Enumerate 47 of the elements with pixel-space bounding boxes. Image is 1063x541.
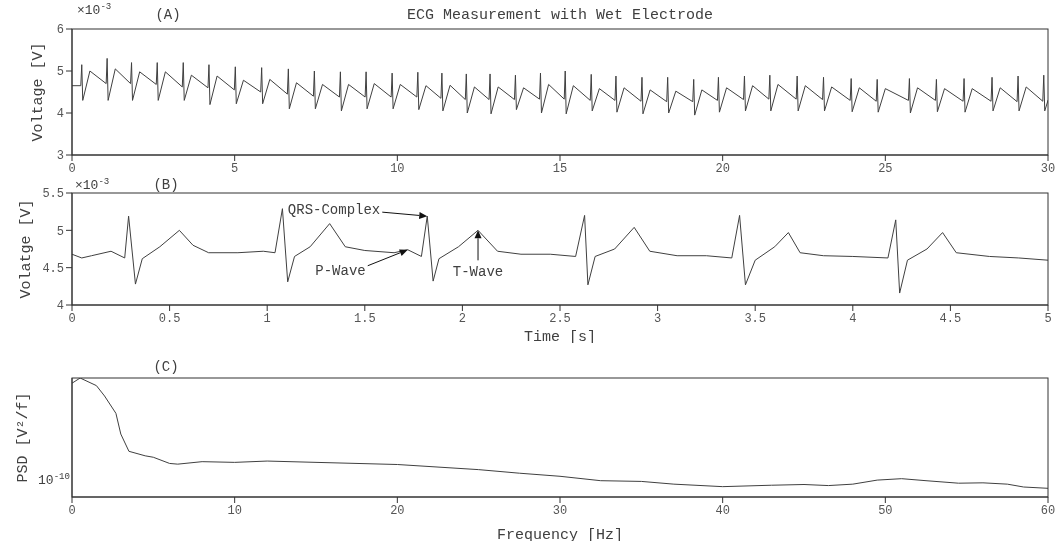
- chart-title: (A): [155, 7, 181, 23]
- y-axis-title: Voltage [V]: [30, 42, 47, 142]
- y-tick-label: 6: [56, 23, 64, 38]
- y-axis-title: Volatge [V]: [18, 199, 35, 299]
- x-tick-label: 20: [390, 503, 405, 518]
- x-tick-label: 2: [458, 311, 466, 326]
- x-tick-label: 2.5: [549, 311, 571, 326]
- x-tick-label: 0: [68, 503, 76, 518]
- x-tick-label: 3.5: [744, 311, 766, 326]
- y-tick-label: 5: [56, 65, 64, 80]
- x-tick-label: 4.5: [939, 311, 962, 326]
- y-tick-label: 5.5: [42, 187, 64, 202]
- chart-subtitle: ECG Measurement with Wet Electrode: [406, 7, 714, 24]
- x-tick-label: 10: [390, 161, 405, 176]
- annotation: T-Wave: [452, 264, 504, 281]
- x-tick-label: 30: [1040, 161, 1056, 176]
- x-tick-label: 5: [1044, 311, 1052, 326]
- annotation: ×10$^{-3}$: [75, 175, 110, 193]
- x-tick-label: 5: [231, 161, 239, 176]
- x-tick-label: 1: [263, 311, 271, 326]
- y-tick-label: 5: [56, 224, 64, 239]
- chart-title: (C): [153, 359, 179, 375]
- x-tick-label: 60: [1040, 503, 1056, 518]
- x-tick-label: 25: [878, 161, 893, 176]
- text: 10$^{-10}$: [38, 470, 70, 488]
- y-tick-label: 3: [56, 149, 64, 164]
- line-series: [72, 57, 1048, 116]
- text: ×10$^{-3}$: [77, 0, 112, 18]
- x-tick-label: 30: [552, 503, 568, 518]
- chart-title: (B): [153, 177, 179, 193]
- x-tick-label: 3: [654, 311, 662, 326]
- annotation: P-Wave: [315, 262, 366, 279]
- y-tick-label: 4: [56, 107, 64, 122]
- x-tick-label: 0.5: [158, 311, 181, 326]
- x-tick-label: 0: [68, 161, 76, 176]
- x-tick-label: 15: [552, 161, 568, 176]
- x-tick-label: 10: [227, 503, 242, 518]
- x-tick-label: 50: [878, 503, 893, 518]
- x-tick-label: 4: [849, 311, 857, 326]
- y-tick-label: 4: [56, 299, 64, 314]
- x-tick-label: 0: [68, 311, 76, 326]
- x-tick-label: 20: [715, 161, 730, 176]
- x-tick-label: 40: [715, 503, 730, 518]
- x-tick-label: 1.5: [354, 311, 376, 326]
- annotation: QRS-Complex: [287, 202, 381, 219]
- y-tick-label: 4.5: [42, 261, 64, 276]
- y-axis-title: PSD [V²/f]: [15, 392, 32, 483]
